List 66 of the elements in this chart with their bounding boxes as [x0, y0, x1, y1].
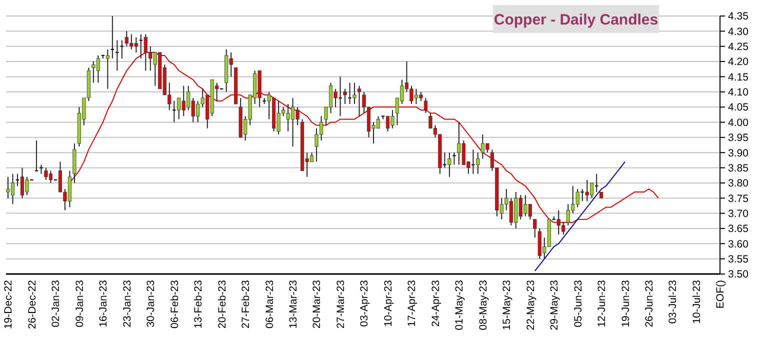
x-tick-label: 20-Feb-23	[216, 280, 228, 328]
x-tick-label: 13-Mar-23	[287, 280, 300, 328]
y-tick-label: 4.00	[728, 116, 749, 129]
x-tick-label: 24-Apr-23	[430, 280, 442, 327]
candlestick	[106, 48, 110, 90]
x-tick-label: 26-Jun-23	[643, 280, 656, 328]
x-tick-label: 17-Apr-23	[406, 280, 418, 327]
x-tick-label: 19-Jun-23	[620, 280, 632, 328]
candlestick	[40, 164, 43, 174]
x-tick-label: 08-May-23	[477, 280, 490, 330]
x-tick-label: 29-May-23	[548, 280, 561, 330]
x-tick-label: EOF()	[714, 280, 727, 309]
x-tick-label: 03-Apr-23	[358, 280, 371, 327]
x-tick-label: 10-Jul-23	[690, 280, 703, 324]
candlestick	[357, 85, 362, 117]
y-tick-label: 3.80	[728, 178, 749, 190]
x-tick-label: 06-Feb-23	[168, 280, 181, 328]
x-tick-label: 30-Jan-23	[145, 280, 158, 328]
y-tick-label: 3.65	[728, 223, 749, 236]
candlestick	[338, 76, 342, 117]
candlestick	[34, 140, 38, 172]
y-tick-label: 3.60	[728, 238, 749, 250]
candlestick	[472, 149, 475, 174]
chart-title: Copper - Daily Candles	[494, 11, 658, 28]
y-tick-label: 3.55	[728, 254, 749, 266]
x-tick-label: 27-Feb-23	[240, 280, 252, 328]
y-tick-label: 3.85	[728, 162, 749, 174]
x-tick-label: 03-Jul-23	[667, 280, 680, 324]
x-tick-label: 02-Jan-23	[50, 280, 62, 328]
x-tick-label: 06-Mar-23	[264, 280, 276, 328]
x-tick-label: 05-Jun-23	[572, 280, 584, 328]
y-tick-label: 4.25	[728, 41, 749, 54]
candlestick	[452, 152, 456, 166]
y-tick-label: 3.90	[728, 147, 749, 160]
x-tick-label: 15-May-23	[501, 280, 514, 330]
candlestick	[443, 152, 446, 168]
candlestick	[533, 218, 537, 238]
candlestick	[580, 188, 584, 202]
y-tick-label: 3.50	[728, 268, 749, 281]
line-series	[534, 161, 626, 272]
candlestick	[424, 97, 428, 114]
candlestick	[343, 88, 347, 105]
y-tick-label: 4.05	[728, 102, 749, 114]
x-tick-label: 09-Jan-23	[74, 280, 86, 328]
y-tick-label: 3.95	[728, 132, 749, 144]
x-tick-label: 19-Dec-22	[2, 280, 15, 330]
y-tick-label: 4.30	[728, 26, 749, 38]
candlestick	[348, 82, 352, 105]
candlestick	[116, 40, 119, 72]
y-tick-label: 4.15	[728, 71, 749, 84]
x-tick-label: 10-Apr-23	[382, 280, 394, 327]
x-tick-label: 01-May-23	[454, 280, 466, 330]
x-tick-label: 20-Mar-23	[311, 280, 324, 328]
x-tick-label: 12-Jun-23	[596, 280, 608, 328]
x-tick-label: 16-Jan-23	[98, 280, 110, 328]
y-tick-label: 3.70	[728, 208, 749, 220]
y-tick-label: 4.10	[728, 86, 749, 99]
y-tick-label: 4.35	[728, 10, 749, 23]
candlestick	[139, 34, 143, 59]
x-tick-label: 27-Mar-23	[334, 280, 347, 328]
y-tick-label: 4.20	[728, 56, 749, 68]
x-tick-label: 22-May-23	[524, 280, 537, 330]
y-tick-label: 3.75	[728, 192, 749, 205]
x-tick-label: 23-Jan-23	[121, 280, 134, 328]
x-tick-label: 13-Feb-23	[192, 280, 205, 328]
x-tick-label: 26-Dec-22	[26, 280, 38, 330]
